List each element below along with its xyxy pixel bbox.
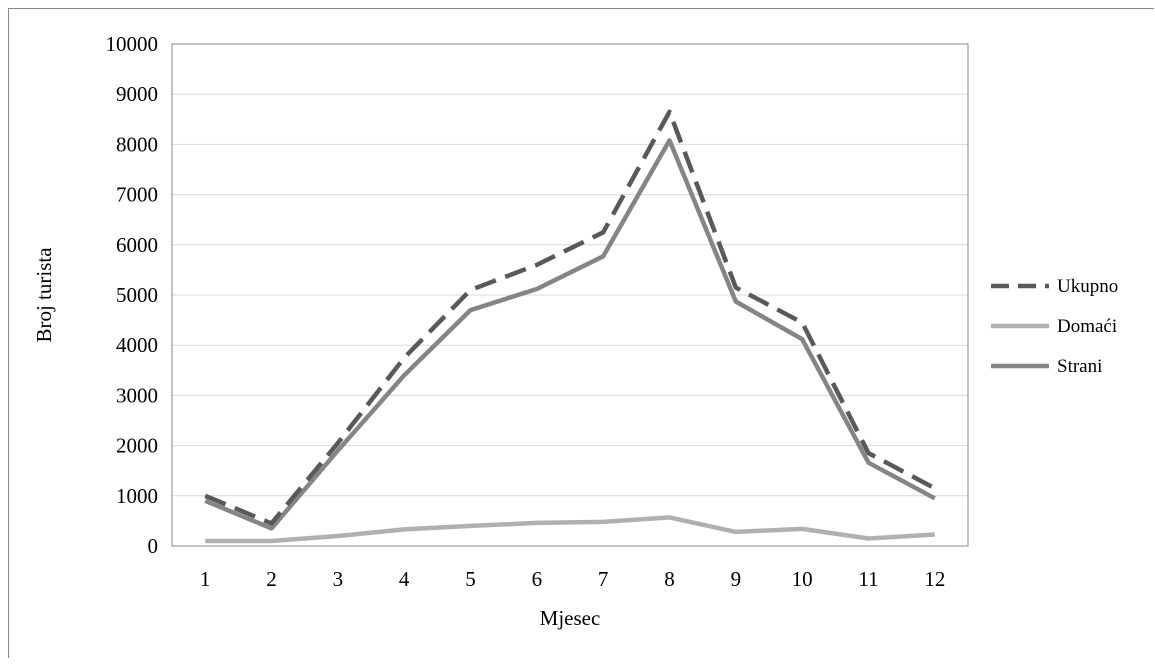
gridlines	[172, 93, 968, 497]
x-tick-label: 12	[924, 567, 945, 591]
x-axis-title: Mjesec	[540, 606, 601, 630]
plot-area	[171, 43, 969, 547]
series-line-ukupno	[204, 109, 936, 526]
legend-label: Ukupno	[1057, 276, 1118, 297]
series-line-domai	[205, 515, 935, 544]
x-tick-label: 2	[266, 567, 277, 591]
legend-label: Domaći	[1057, 316, 1117, 337]
y-tick-label: 4000	[116, 333, 158, 357]
x-tick-label: 7	[598, 567, 609, 591]
y-tick-label: 10000	[106, 32, 159, 56]
legend-label: Strani	[1057, 356, 1102, 377]
y-tick-label: 2000	[116, 434, 158, 458]
y-tick-label: 9000	[116, 82, 158, 106]
y-tick-label: 7000	[116, 183, 158, 207]
y-tick-label: 1000	[116, 484, 158, 508]
legend: Ukupno Domaći Strani	[991, 276, 1118, 377]
y-tick-label: 0	[148, 534, 159, 558]
y-tick-label: 8000	[116, 132, 158, 156]
x-tick-label: 11	[858, 567, 878, 591]
x-tick-label: 4	[399, 567, 410, 591]
y-axis-ticks: 0 1000 2000 3000 4000 5000 6000 7000 8000 9000 100…	[106, 32, 159, 558]
x-tick-label: 8	[664, 567, 675, 591]
line-chart: 0 1000 2000 3000 4000 5000 6000 7000 8000 9000 100…	[32, 32, 1118, 630]
series-lines	[204, 109, 936, 544]
y-axis-title: Broj turista	[32, 247, 56, 343]
series-line-strani	[204, 138, 936, 531]
x-axis-ticks: 1 2 3 4 5 6 7 8 9 10 11 12	[200, 567, 945, 591]
x-tick-label: 3	[333, 567, 344, 591]
x-tick-label: 9	[731, 567, 742, 591]
chart-frame: 0 1000 2000 3000 4000 5000 6000 7000 8000 9000 100…	[8, 8, 1154, 658]
y-tick-label: 6000	[116, 233, 158, 257]
x-tick-label: 5	[465, 567, 476, 591]
x-tick-label: 1	[200, 567, 211, 591]
x-tick-label: 6	[532, 567, 543, 591]
y-tick-label: 5000	[116, 283, 158, 307]
y-tick-label: 3000	[116, 383, 158, 407]
x-tick-label: 10	[792, 567, 813, 591]
